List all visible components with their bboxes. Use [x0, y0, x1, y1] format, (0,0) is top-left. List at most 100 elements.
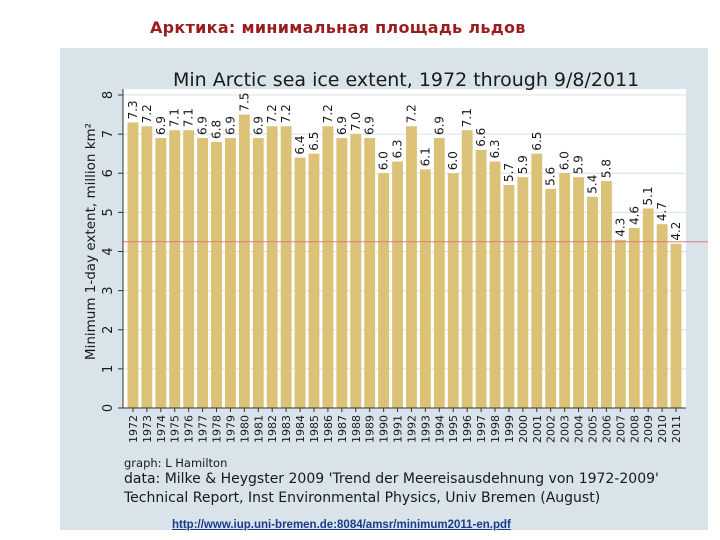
- bar: [364, 138, 376, 408]
- value-label: 4.7: [655, 202, 669, 221]
- x-tick-label: 1989: [364, 415, 377, 443]
- value-label: 7.3: [126, 100, 140, 119]
- value-label: 5.9: [516, 155, 530, 174]
- x-tick-label: 2001: [531, 415, 544, 443]
- x-tick-label: 1982: [266, 415, 279, 443]
- value-label: 7.5: [237, 92, 251, 111]
- bar: [280, 126, 292, 409]
- axes: 0 1 2 3 4 5 6 7 8 1972 1973 1974 1975 1976 1977 1978 197…: [101, 89, 686, 443]
- y-tick-label: 8: [101, 91, 116, 99]
- bar: [531, 153, 543, 408]
- x-tick-label: 1980: [238, 415, 251, 443]
- x-tick-label: 2006: [600, 415, 613, 443]
- y-tick-label: 7: [101, 130, 116, 138]
- value-label: 4.3: [613, 218, 627, 237]
- value-label: 7.2: [265, 104, 279, 123]
- value-label: 6.8: [210, 120, 224, 139]
- bar: [336, 138, 348, 408]
- y-tick-label: 5: [101, 208, 116, 216]
- x-tick-label: 2008: [628, 415, 641, 443]
- x-tick-label: 1988: [350, 415, 363, 443]
- y-tick-label: 6: [101, 169, 116, 177]
- value-label: 6.3: [488, 139, 502, 158]
- value-label: 7.2: [321, 104, 335, 123]
- bar: [628, 228, 640, 408]
- x-tick-label: 1987: [336, 415, 349, 443]
- y-tick-label: 2: [101, 326, 116, 334]
- value-label: 5.9: [572, 155, 586, 174]
- bar: [183, 130, 195, 408]
- bars: [127, 114, 682, 409]
- x-tick-label: 2005: [586, 415, 599, 443]
- x-tick-label: 2003: [559, 415, 572, 443]
- bar: [378, 173, 390, 408]
- x-tick-label: 1999: [503, 415, 516, 443]
- bar: [433, 138, 445, 408]
- value-label: 6.9: [335, 116, 349, 135]
- x-tick-label: 2010: [656, 415, 669, 443]
- bar: [656, 224, 668, 408]
- value-label: 6.9: [223, 116, 237, 135]
- bar: [475, 149, 487, 408]
- x-tick-label: 1973: [141, 415, 154, 443]
- bar: [447, 173, 459, 408]
- x-tick-label: 1992: [405, 415, 418, 443]
- x-tick-label: 1996: [461, 415, 474, 443]
- x-tick-label: 2002: [545, 415, 558, 443]
- bar: [642, 208, 654, 408]
- bar: [127, 122, 139, 408]
- value-label: 7.2: [140, 104, 154, 123]
- y-tick-label: 1: [101, 365, 116, 373]
- bar: [211, 141, 222, 408]
- value-label: 5.7: [502, 163, 516, 182]
- bar: [238, 114, 250, 408]
- value-label: 5.4: [585, 175, 599, 194]
- value-label: 7.0: [349, 112, 363, 131]
- bar: [614, 239, 626, 408]
- bar: [559, 173, 571, 408]
- source-link[interactable]: http://www.iup.uni-bremen.de:8084/amsr/m…: [172, 519, 511, 531]
- value-label: 6.0: [377, 151, 391, 170]
- chart-frame: 7.3 7.2 6.9 7.1 7.1 6.9 6.8 6.9 7.5 6.9 7.2 7.2 6.4 6…: [60, 48, 708, 531]
- bar: [155, 138, 167, 408]
- value-label: 7.2: [279, 104, 293, 123]
- y-tick-label: 0: [101, 404, 116, 412]
- y-axis-title: Minimum 1-day extent, million km²: [83, 123, 99, 360]
- x-tick-label: 1990: [378, 415, 391, 443]
- x-tick-label: 1978: [211, 415, 224, 443]
- x-tick-label: 1977: [197, 415, 210, 443]
- graph-credit: graph: L Hamilton: [124, 456, 228, 470]
- value-label: 6.9: [432, 116, 446, 135]
- value-label: 6.9: [154, 116, 168, 135]
- value-label: 6.5: [307, 132, 321, 151]
- x-tick-label: 1998: [489, 415, 502, 443]
- bar: [600, 181, 612, 408]
- value-label: 6.4: [293, 136, 307, 155]
- bar: [517, 177, 529, 408]
- bar: [294, 157, 306, 408]
- value-label: 6.5: [530, 132, 544, 151]
- value-label: 6.9: [196, 116, 210, 135]
- bar: [266, 126, 278, 409]
- data-credit: data: Milke & Heygster 2009 'Trend der M…: [124, 471, 659, 487]
- bar: [350, 134, 362, 408]
- bar: [489, 161, 501, 408]
- x-tick-label: 1983: [280, 415, 293, 443]
- y-tick-label: 3: [101, 286, 116, 294]
- x-tick-label: 2004: [573, 415, 586, 443]
- x-tick-label: 2011: [670, 415, 683, 443]
- value-label: 6.9: [363, 116, 377, 135]
- x-tick-label: 1979: [224, 415, 237, 443]
- value-label: 5.6: [544, 167, 558, 186]
- bar: [197, 138, 209, 408]
- x-tick-label: 2000: [517, 415, 530, 443]
- bar: [670, 243, 682, 408]
- slide-title: Арктика: минимальная площадь льдов: [150, 18, 526, 37]
- x-tick-label: 1997: [475, 415, 488, 443]
- value-label: 6.6: [474, 128, 488, 147]
- value-label: 7.2: [404, 104, 418, 123]
- bar: [419, 169, 431, 408]
- x-tick-label: 2009: [642, 415, 655, 443]
- bar: [545, 188, 557, 408]
- value-label: 6.3: [391, 139, 405, 158]
